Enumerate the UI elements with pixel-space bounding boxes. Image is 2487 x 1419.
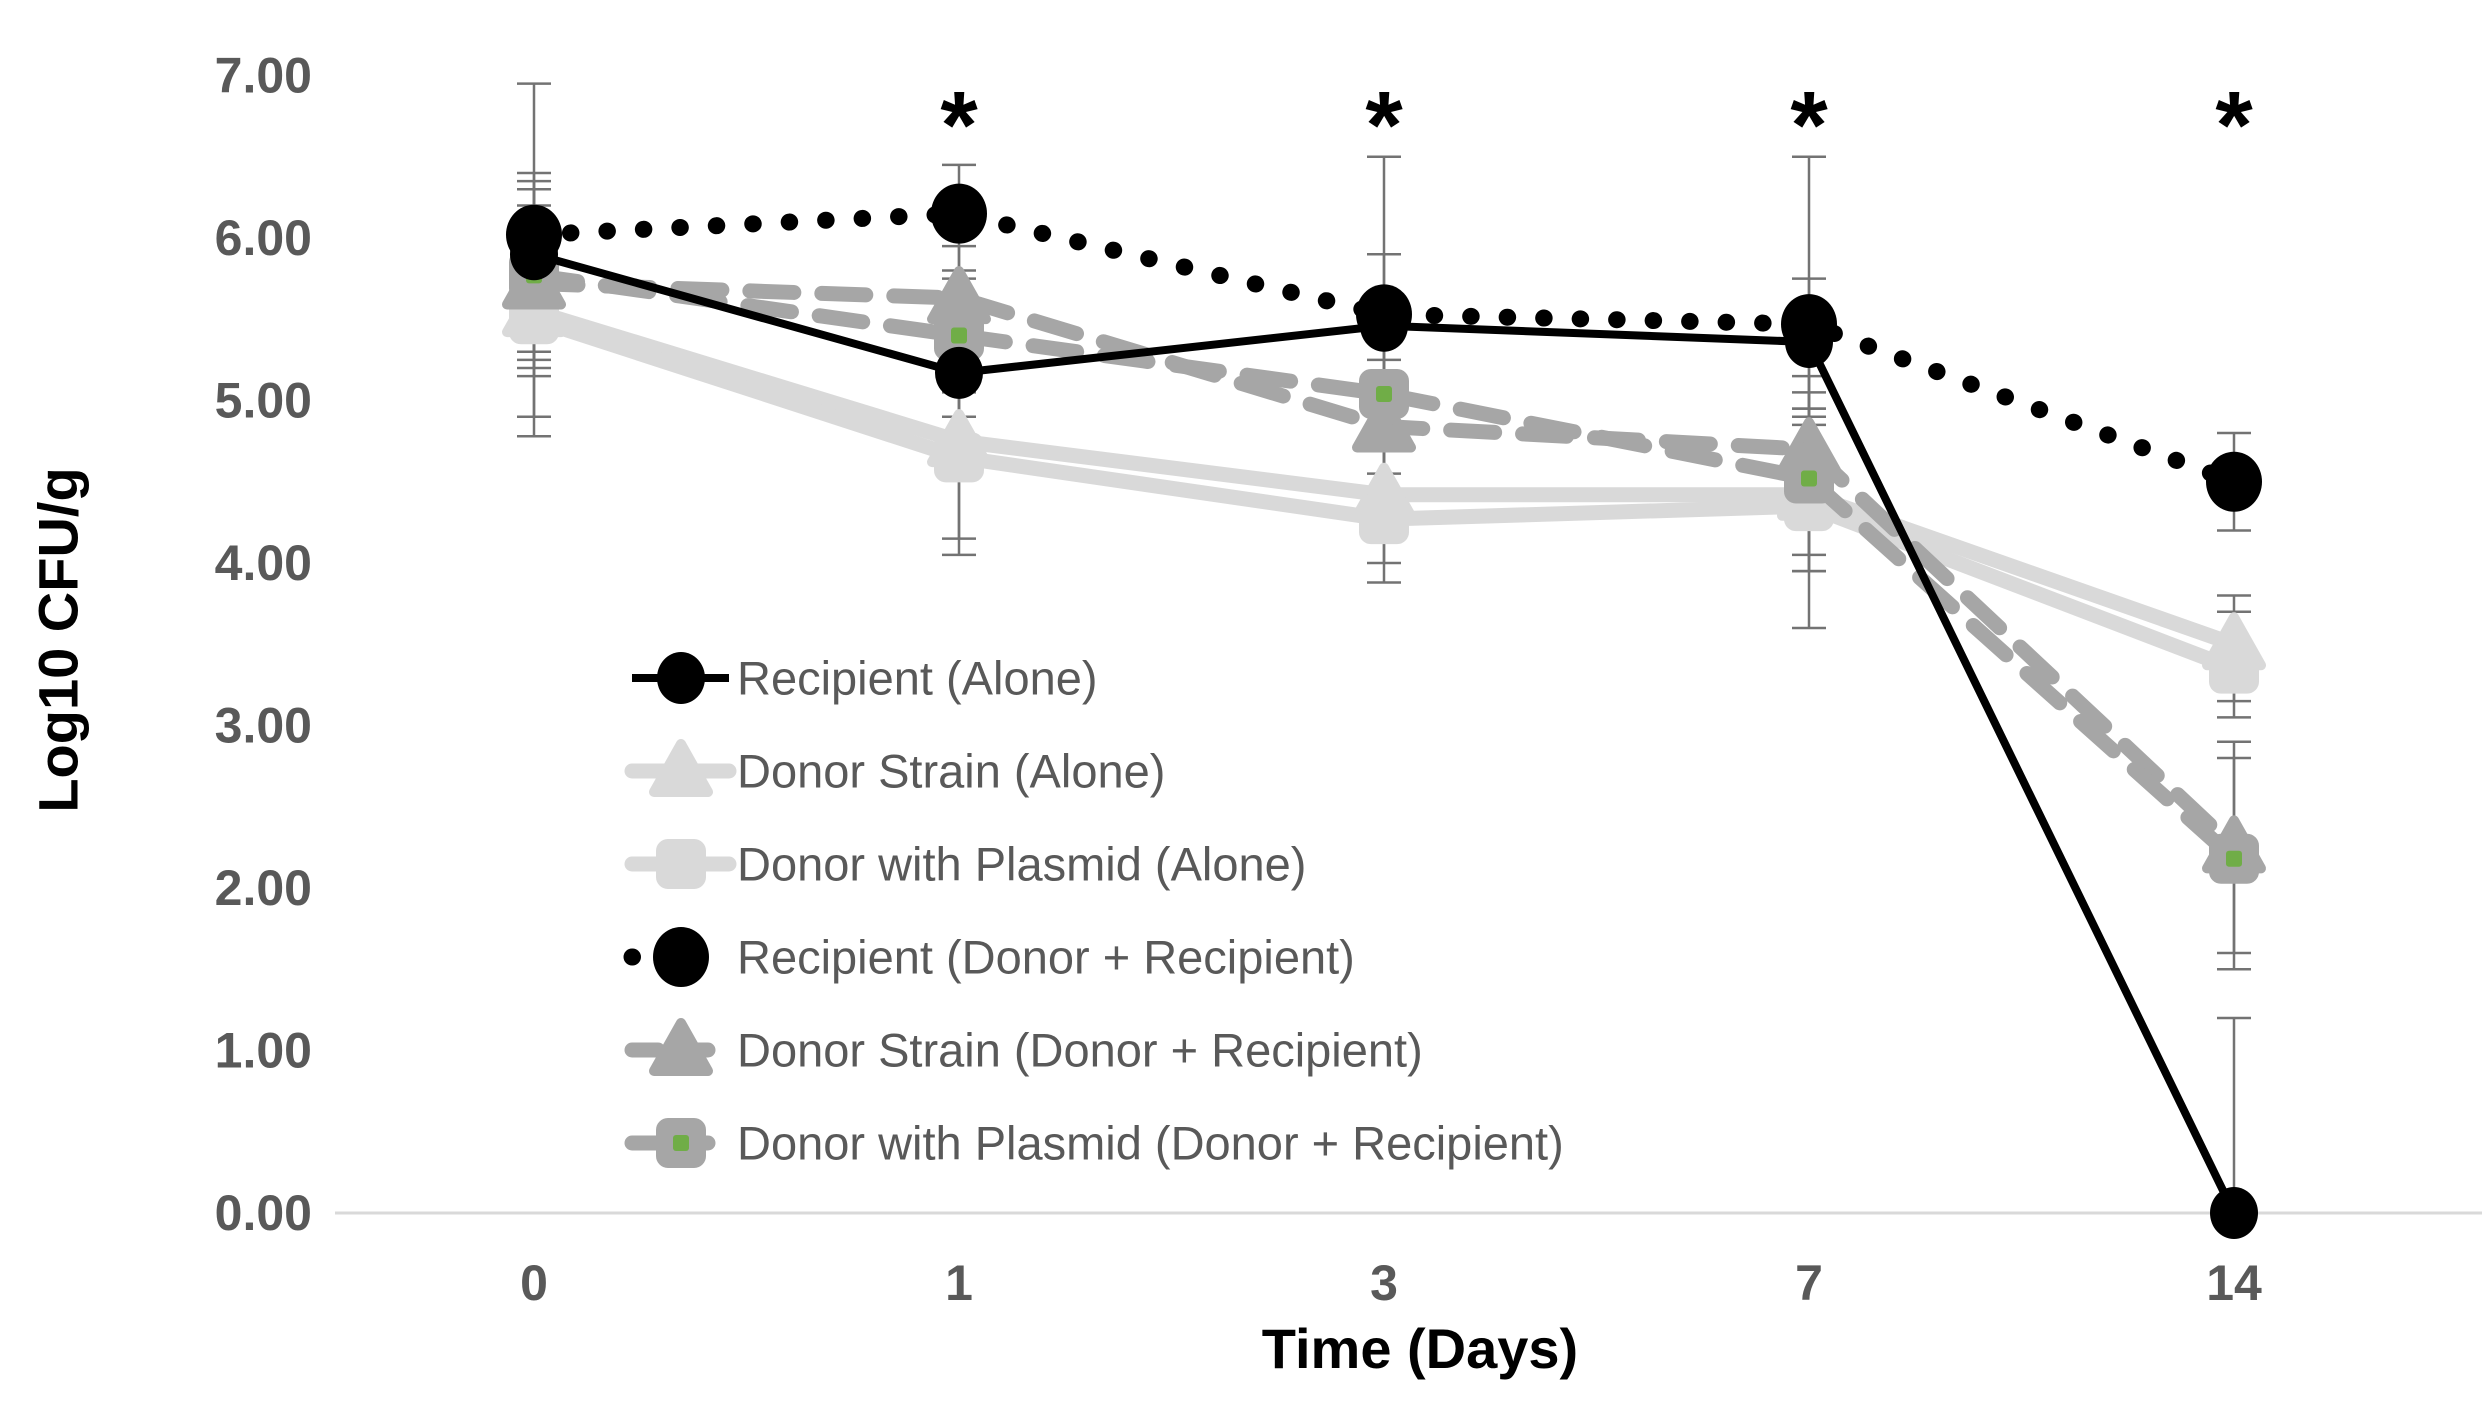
data-point-triangle	[649, 1018, 713, 1076]
series-line	[525, 205, 2243, 491]
legend-label: Donor Strain (Alone)	[737, 745, 1165, 798]
y-axis-tick-label: 5.00	[215, 373, 312, 429]
legend-label: Donor with Plasmid (Donor + Recipient)	[737, 1117, 1564, 1170]
legend-label: Recipient (Donor + Recipient)	[737, 931, 1355, 984]
significance-asterisk: *	[1365, 72, 1403, 179]
data-point-circle	[657, 652, 705, 704]
x-axis-title: Time (Days)	[1261, 1317, 1579, 1380]
green-center-mark	[673, 1135, 689, 1151]
y-axis: 0.00 1.00 2.00 3.00 4.00 5.00 6.00 7.00	[215, 48, 312, 1242]
data-point-square	[1359, 494, 1409, 545]
significance-asterisk: *	[2215, 72, 2253, 179]
x-axis-tick-label: 1	[945, 1255, 973, 1311]
y-axis-title: Log10 CFU/g	[26, 467, 90, 813]
y-axis-tick-label: 6.00	[215, 210, 312, 266]
data-point-triangle	[649, 739, 713, 797]
legend-item: Donor Strain (Donor + Recipient)	[624, 1018, 1423, 1077]
series-recipient-donor-recipient	[506, 183, 2262, 512]
x-axis: 0 1 3 7 14	[520, 1255, 2262, 1311]
data-point-circle	[653, 927, 709, 987]
significance-marks: * * * *	[940, 72, 2253, 179]
legend-item: Recipient (Donor + Recipient)	[623, 927, 1355, 987]
data-point-circle	[1781, 294, 1837, 355]
data-point-circle	[935, 346, 983, 399]
y-axis-tick-label: 1.00	[215, 1023, 312, 1079]
significance-asterisk: *	[1790, 72, 1828, 179]
y-axis-tick-label: 2.00	[215, 860, 312, 916]
legend-item: Donor with Plasmid (Alone)	[624, 838, 1306, 891]
green-center-mark	[951, 327, 967, 344]
green-center-mark	[2226, 850, 2242, 867]
data-point-square	[934, 432, 984, 483]
data-point-circle	[1356, 284, 1412, 345]
data-point-square	[656, 839, 706, 889]
x-axis-tick-label: 3	[1370, 1255, 1398, 1311]
x-axis-tick-label: 0	[520, 1255, 548, 1311]
legend-label: Donor Strain (Donor + Recipient)	[737, 1024, 1423, 1077]
legend: Recipient (Alone) Donor Strain (Alone) Don…	[623, 652, 1564, 1170]
significance-asterisk: *	[940, 72, 978, 179]
legend-item: Recipient (Alone)	[632, 652, 1098, 705]
green-center-mark	[1801, 470, 1817, 487]
x-axis-tick-label: 14	[2206, 1255, 2262, 1311]
legend-item: Donor with Plasmid (Donor + Recipient)	[624, 1117, 1564, 1170]
y-axis-tick-label: 0.00	[215, 1185, 312, 1241]
data-point-circle	[2210, 1187, 2258, 1239]
data-point-square	[2209, 643, 2259, 694]
legend-label: Donor with Plasmid (Alone)	[737, 838, 1306, 891]
green-center-mark	[1376, 386, 1392, 402]
data-point-circle	[506, 204, 562, 265]
y-axis-tick-label: 7.00	[215, 48, 312, 104]
y-axis-tick-label: 3.00	[215, 698, 312, 754]
data-point-circle	[2206, 451, 2262, 512]
data-point-circle	[931, 183, 987, 244]
x-axis-tick-label: 7	[1795, 1255, 1823, 1311]
y-axis-tick-label: 4.00	[215, 535, 312, 591]
legend-item: Donor Strain (Alone)	[624, 739, 1165, 798]
data-point-triangle	[1352, 394, 1416, 453]
legend-label: Recipient (Alone)	[737, 652, 1098, 705]
